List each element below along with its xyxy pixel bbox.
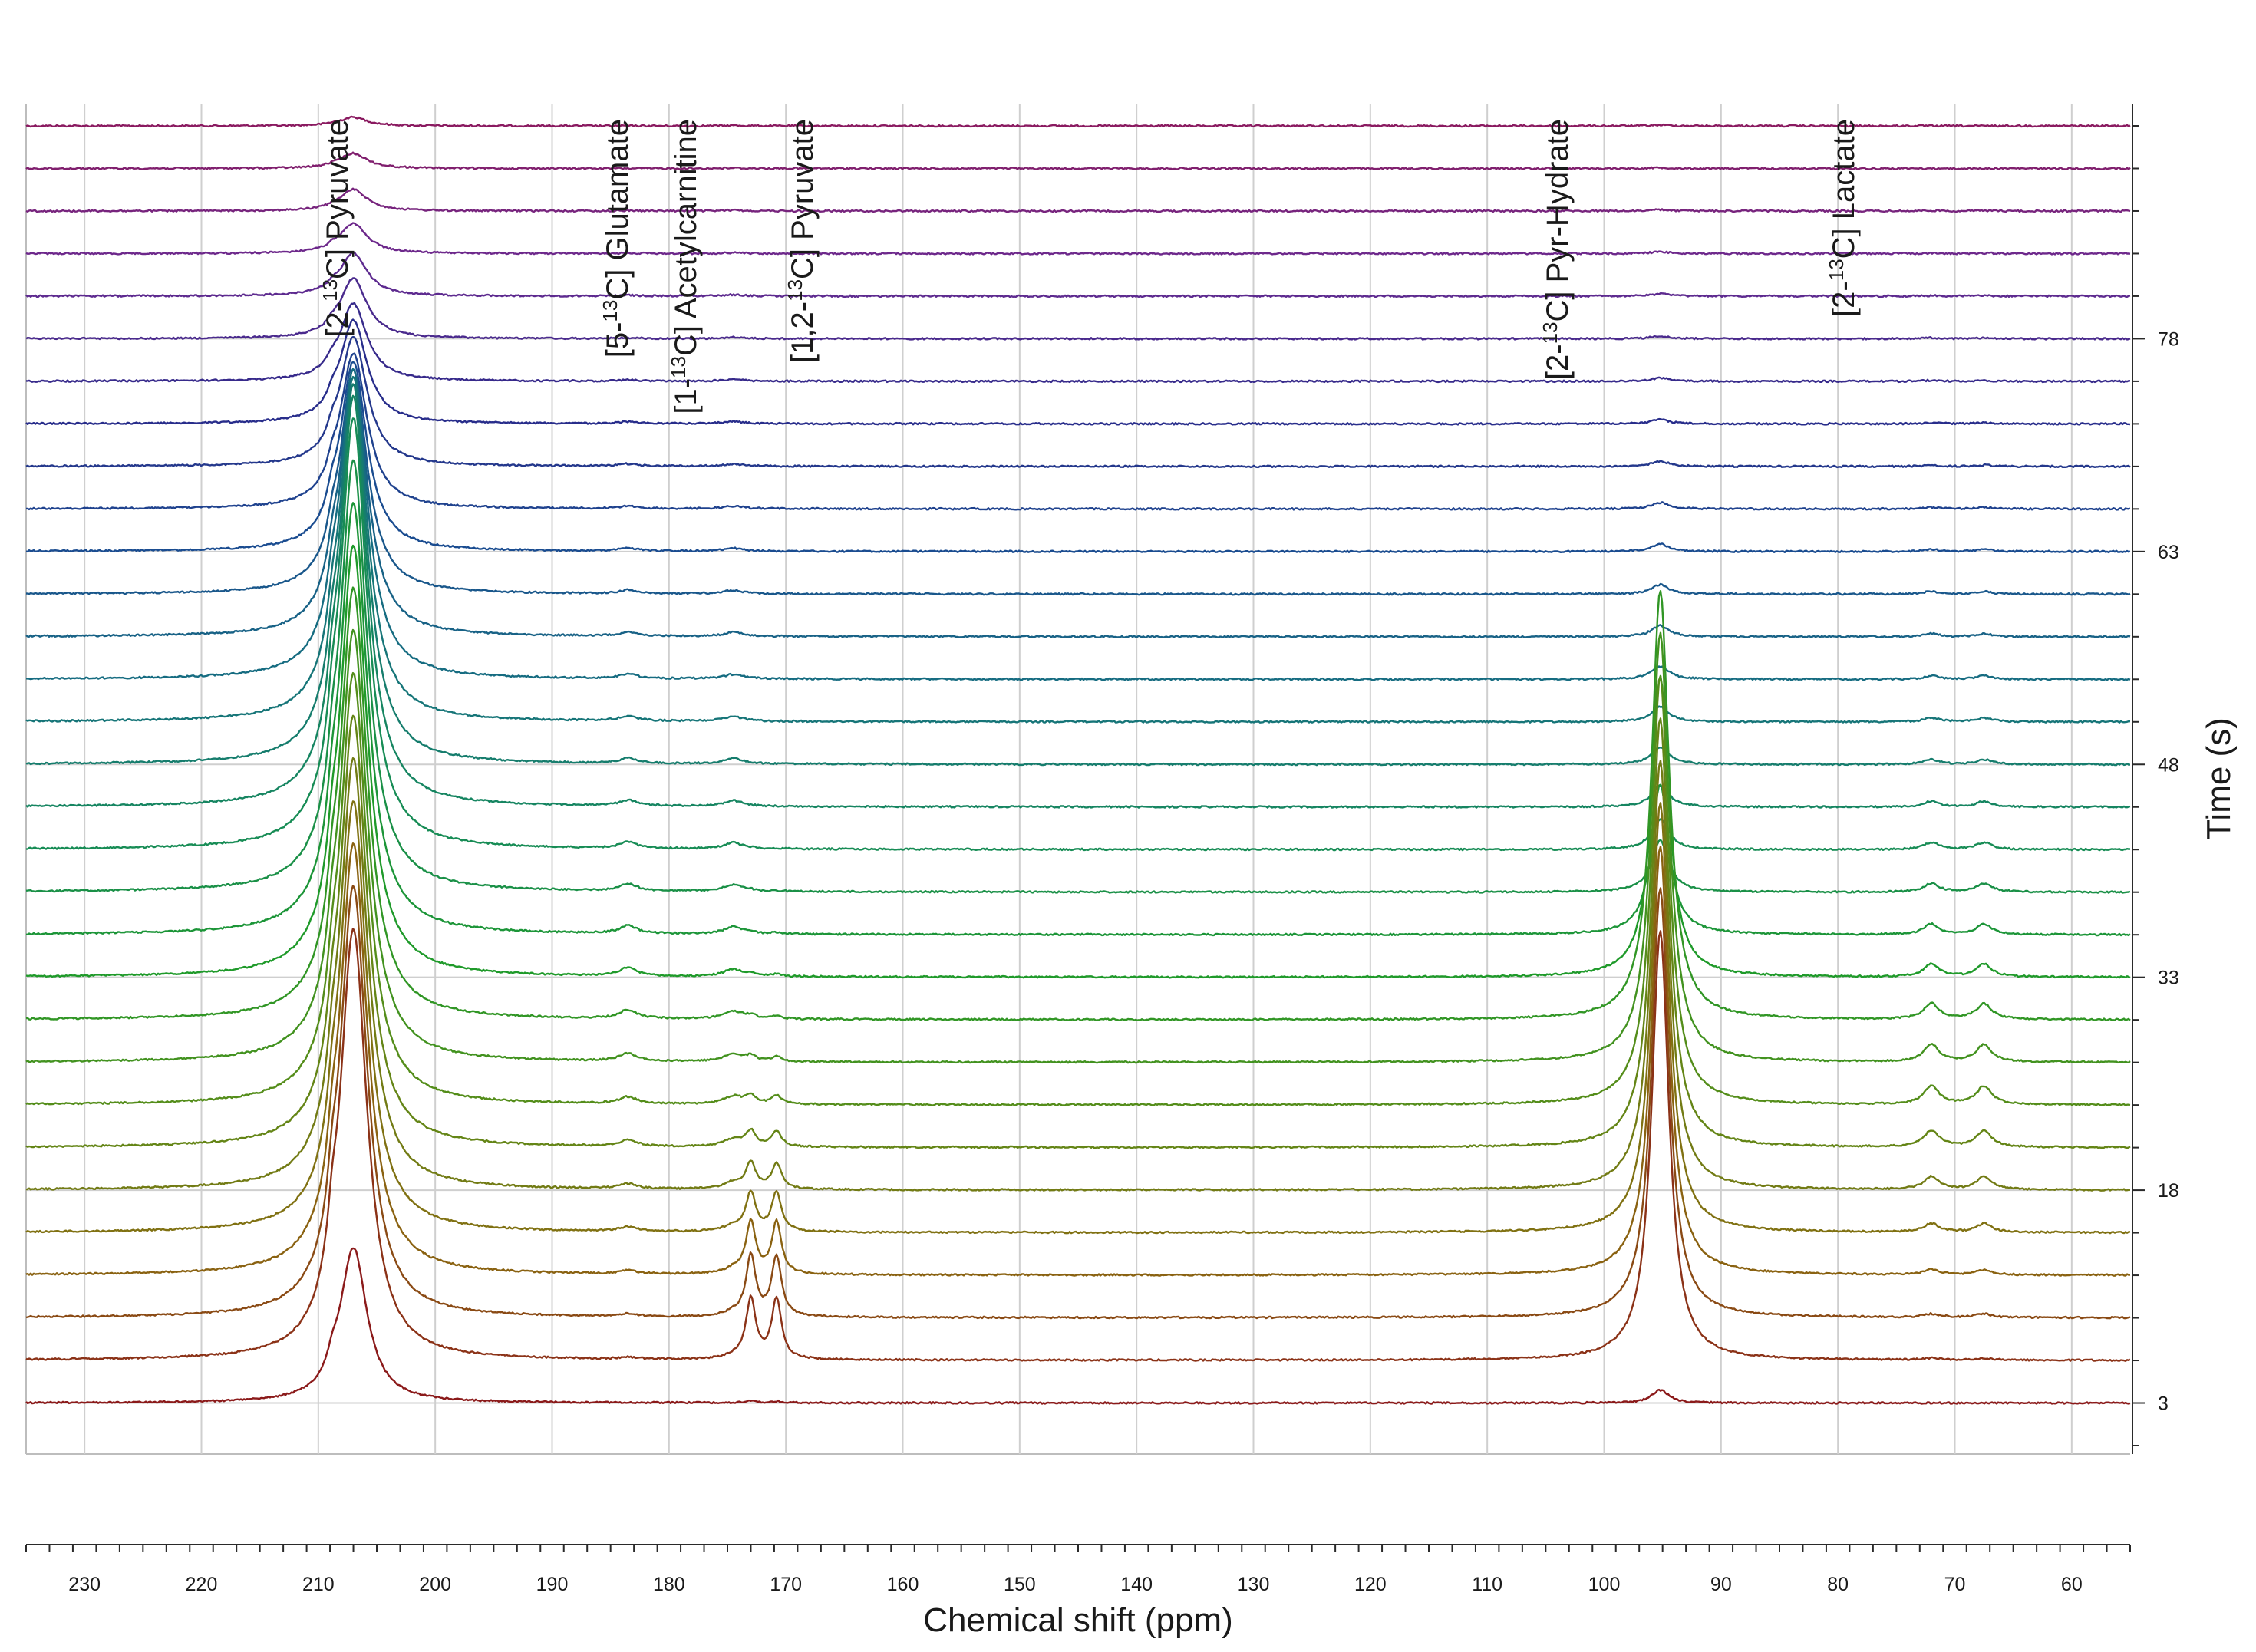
spectrum-line-t72 bbox=[25, 318, 2131, 426]
x-tick-label: 200 bbox=[419, 1574, 451, 1595]
spectrum-line-t69 bbox=[25, 335, 2131, 469]
x-tick-label: 150 bbox=[1004, 1574, 1036, 1595]
x-tick-label: 160 bbox=[887, 1574, 919, 1595]
spectrum-line-t27 bbox=[25, 628, 2131, 1064]
spectrum-line-t78 bbox=[25, 277, 2131, 341]
x-axis-title: Chemical shift (ppm) bbox=[923, 1601, 1232, 1639]
spectrum-line-t57 bbox=[25, 368, 2131, 638]
spectrum-line-t66 bbox=[26, 352, 2131, 511]
x-tick-label: 190 bbox=[536, 1574, 569, 1595]
spectrum-line-t90 bbox=[25, 151, 2131, 170]
spectrum-line-t24 bbox=[25, 671, 2131, 1106]
spectrum-line-t60 bbox=[25, 368, 2131, 596]
spectrum-line-t21 bbox=[25, 714, 2131, 1149]
spectrum-line-t18 bbox=[25, 757, 2131, 1192]
spectrum-line-t54 bbox=[25, 368, 2131, 681]
spectrum-line-t87 bbox=[25, 187, 2131, 213]
y-tick-label: 33 bbox=[2158, 968, 2179, 989]
y-tick-label: 18 bbox=[2158, 1180, 2179, 1202]
spectrum-line-t3 bbox=[25, 1247, 2131, 1405]
peak-label-pyruvate_hydrate_2_13C: [2-13C] Pyr-Hydrate bbox=[1539, 119, 1575, 380]
x-tick-label: 100 bbox=[1588, 1574, 1621, 1595]
y-tick-label: 78 bbox=[2158, 328, 2179, 350]
peak-label-pyruvate_1_2_13C: [1,2-13C] Pyruvate bbox=[783, 119, 820, 363]
spectra-layer bbox=[25, 115, 2131, 1405]
spectrum-line-t42 bbox=[25, 417, 2131, 852]
x-tick-label: 170 bbox=[770, 1574, 802, 1595]
spectrum-line-t39 bbox=[25, 459, 2131, 894]
x-tick-label: 90 bbox=[1710, 1574, 1732, 1595]
spectrum-line-t48 bbox=[25, 383, 2130, 767]
peak-label-lactate_2_13C: [2-13C] Lactate bbox=[1825, 119, 1861, 317]
spectrum-line-t36 bbox=[25, 502, 2131, 937]
spectrum-line-t84 bbox=[25, 222, 2131, 256]
spectrum-line-t45 bbox=[25, 394, 2131, 809]
spectrum-line-t51 bbox=[25, 375, 2131, 724]
y-axis-title: Time (s) bbox=[2200, 717, 2238, 840]
spectrum-line-t33 bbox=[25, 544, 2131, 979]
peak-label-layer: [2-13C] Pyruvate [5-13C] Glutamate [1-13C]… bbox=[318, 119, 1861, 414]
x-tick-label: 140 bbox=[1120, 1574, 1153, 1595]
x-tick-label: 180 bbox=[653, 1574, 685, 1595]
spectrum-line-t81 bbox=[25, 251, 2131, 298]
x-tick-label: 220 bbox=[186, 1574, 218, 1595]
y-tick-label: 63 bbox=[2158, 542, 2179, 563]
x-tick-label: 80 bbox=[1827, 1574, 1849, 1595]
x-tick-label: 120 bbox=[1354, 1574, 1387, 1595]
spectrum-line-t15 bbox=[25, 800, 2131, 1235]
spectrum-line-t30 bbox=[25, 586, 2131, 1021]
spectrum-line-t12 bbox=[25, 842, 2131, 1277]
peak-label-glutamate_5_13C: [5-13C] Glutamate bbox=[599, 119, 635, 358]
y-tick-label: 3 bbox=[2158, 1393, 2169, 1415]
peak-label-acetylcarnitine_1_13C: [1-13C] Acetylcarnitine bbox=[667, 119, 703, 414]
x-tick-label: 130 bbox=[1238, 1574, 1270, 1595]
x-tick-label: 70 bbox=[1944, 1574, 1966, 1595]
spectrum-line-t6 bbox=[25, 927, 2131, 1363]
spectrum-line-t93 bbox=[25, 115, 2131, 128]
x-tick-label: 210 bbox=[302, 1574, 335, 1595]
x-tick-label: 60 bbox=[2061, 1574, 2083, 1595]
spectrum-line-t75 bbox=[26, 302, 2130, 384]
x-tick-label: 230 bbox=[68, 1574, 101, 1595]
peak-label-pyruvate_2_13C: [2-13C] Pyruvate bbox=[318, 119, 355, 338]
axis-layer: 230 220 210 200 190 180 170 160 150 140 130 120 110 1… bbox=[25, 104, 2238, 1639]
y-tick-label: 48 bbox=[2158, 754, 2179, 776]
x-tick-label: 110 bbox=[1472, 1574, 1502, 1595]
spectrum-line-t63 bbox=[25, 361, 2131, 554]
spectrum-line-t9 bbox=[25, 885, 2131, 1320]
